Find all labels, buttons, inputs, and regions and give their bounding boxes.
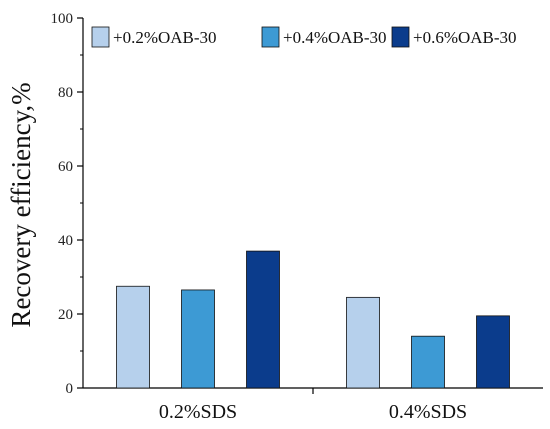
y-tick-label: 60 — [58, 159, 73, 175]
bar — [476, 315, 510, 389]
y-axis-label: Recovery efficiency,% — [6, 82, 36, 327]
y-tick-label: 0 — [66, 381, 74, 397]
legend-label: +0.2%OAB-30 — [113, 28, 217, 47]
plot-area: 0 20 40 60 80 100 0.2%SDS 0.4%SDS — [51, 11, 543, 423]
legend-swatch — [391, 26, 410, 48]
legend: +0.2%OAB-30 +0.4%OAB-30 +0.6%OAB-30 — [91, 26, 517, 48]
y-tick-label: 80 — [58, 85, 73, 101]
bar — [346, 296, 380, 389]
legend-label: +0.4%OAB-30 — [283, 28, 387, 47]
legend-swatch — [261, 26, 280, 48]
legend-label: +0.6%OAB-30 — [413, 28, 517, 47]
y-tick-label: 100 — [51, 11, 74, 27]
bar — [181, 289, 215, 389]
y-tick-label: 20 — [58, 307, 73, 323]
bar — [411, 335, 445, 389]
legend-swatch — [91, 26, 110, 48]
y-tick-label: 40 — [58, 233, 73, 249]
bar — [246, 250, 280, 389]
x-tick-label: 0.2%SDS — [159, 401, 237, 423]
x-tick-label: 0.4%SDS — [389, 401, 467, 423]
bar — [116, 285, 150, 389]
